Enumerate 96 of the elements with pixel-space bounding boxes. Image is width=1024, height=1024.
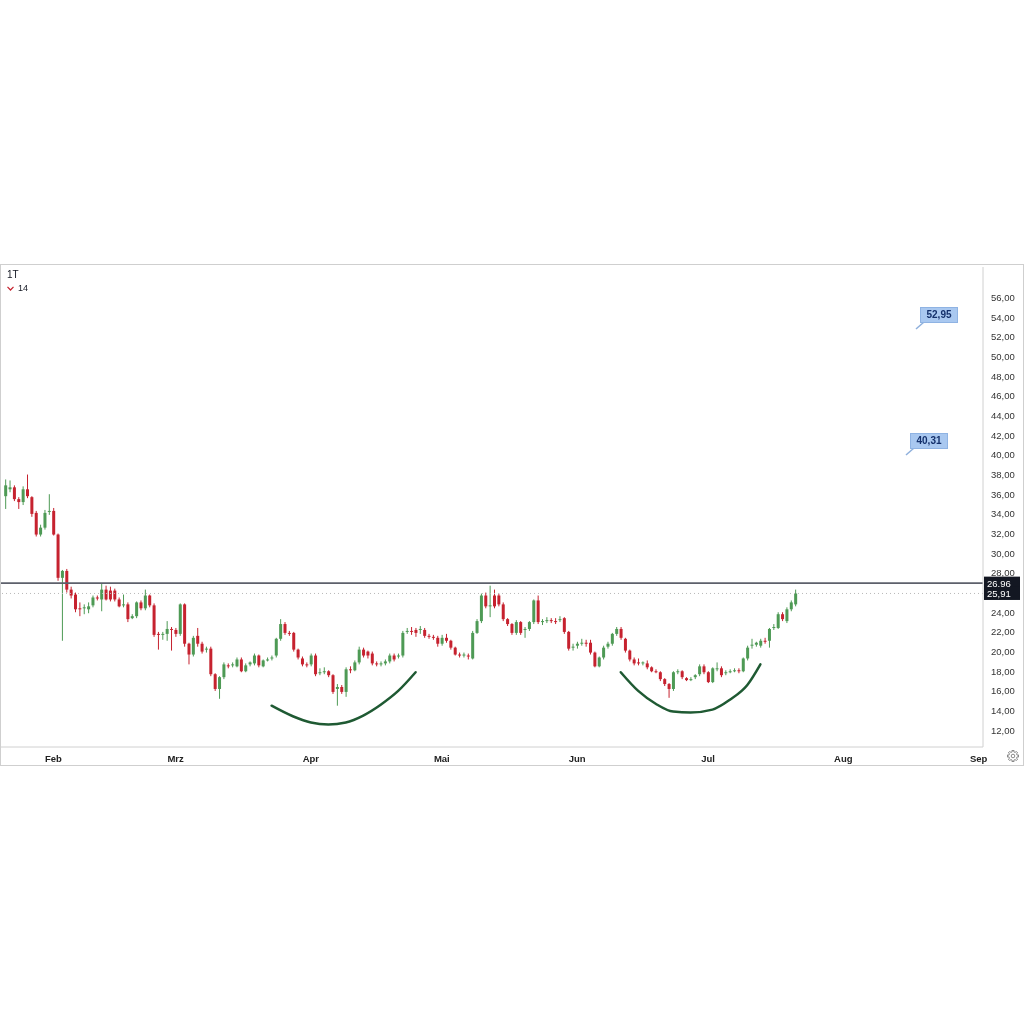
candlestick [8, 479, 12, 493]
candlestick [187, 642, 191, 665]
candlestick [43, 509, 47, 531]
y-tick-label: 28,00 [991, 567, 1015, 579]
candlestick [440, 634, 444, 647]
candlestick [689, 676, 693, 682]
annotation: 40,31 [910, 433, 948, 449]
candlestick [536, 595, 540, 625]
candlestick [641, 660, 645, 666]
x-tick-label: Sep [969, 752, 988, 764]
candlestick [314, 653, 318, 677]
candlestick [767, 627, 771, 649]
x-tick-label: Aug [834, 752, 853, 764]
y-tick-label: 36,00 [991, 488, 1015, 500]
candlestick [292, 631, 296, 653]
candlestick [331, 673, 335, 695]
candlestick [60, 569, 64, 642]
candlestick [126, 601, 130, 623]
line-series [619, 663, 762, 714]
candlestick [318, 667, 322, 676]
candlestick [191, 635, 195, 658]
candlestick [21, 485, 25, 506]
y-tick-label: 20,00 [991, 645, 1015, 657]
candlestick [30, 495, 34, 518]
annotation: 14 [18, 283, 29, 294]
y-tick-label: 46,00 [991, 390, 1015, 402]
candlestick [174, 627, 178, 638]
annotation: 52,95 [920, 307, 958, 323]
candlestick [737, 667, 741, 674]
candlestick [379, 660, 383, 667]
x-tick-label: Mrz [167, 752, 184, 764]
candlestick [671, 670, 675, 692]
candlestick [715, 661, 719, 672]
candlestick [82, 603, 86, 615]
candlestick [52, 507, 56, 537]
candlestick [558, 615, 562, 623]
candlestick [493, 589, 496, 609]
y-tick-label: 30,00 [991, 547, 1015, 559]
candlestick [74, 592, 78, 613]
candlestick [606, 641, 610, 650]
x-tick-label: Feb [44, 752, 63, 764]
candlestick [545, 616, 549, 624]
y-tick-label: 48,00 [991, 370, 1015, 382]
candlestick [170, 626, 174, 652]
candlestick [335, 683, 339, 707]
y-tick-label: 44,00 [991, 409, 1015, 421]
candlestick [47, 493, 51, 516]
candlestick [571, 643, 575, 652]
candlestick [427, 633, 431, 640]
line-series [270, 671, 417, 726]
y-tick-label: 52,00 [991, 331, 1015, 343]
candlestick [763, 637, 767, 645]
candlestick [248, 660, 252, 667]
y-tick-label: 54,00 [991, 311, 1015, 323]
candlestick [218, 675, 222, 700]
y-tick-label: 42,00 [991, 429, 1015, 441]
y-tick-label: 40,00 [991, 449, 1015, 461]
chart-title: 1T [7, 269, 19, 281]
candlestick [34, 510, 38, 538]
candlestick [523, 626, 527, 639]
candlestick [567, 630, 571, 652]
y-tick-label: 34,00 [991, 508, 1015, 520]
y-tick-label: 22,00 [991, 626, 1015, 638]
y-tick-label: 14,00 [991, 704, 1015, 716]
candlestick [4, 478, 8, 510]
y-tick-label: 12,00 [991, 724, 1015, 736]
y-tick-label: 24,00 [991, 606, 1015, 618]
y-tick-label: 16,00 [991, 685, 1015, 697]
y-tick-label: 32,00 [991, 527, 1015, 539]
candlestick [750, 638, 754, 650]
y-tick-label: 56,00 [991, 291, 1015, 303]
candlestick [488, 585, 492, 618]
candlestick [654, 668, 658, 674]
ref-line-label: 26,96 [987, 577, 1011, 589]
y-tick-label: 50,00 [991, 350, 1015, 362]
candlestick [401, 630, 405, 658]
candlestick [274, 637, 278, 658]
candlestick [26, 474, 29, 499]
candlestick [344, 666, 348, 698]
candlestick [143, 589, 147, 611]
candlestick [196, 627, 200, 648]
candlestick [532, 598, 536, 625]
y-tick-label: 18,00 [991, 665, 1015, 677]
x-tick-label: Jul [701, 752, 715, 764]
y-tick-label: 38,00 [991, 468, 1015, 480]
candlestick [414, 627, 418, 638]
candlestick [462, 652, 466, 658]
candlestick [501, 601, 505, 622]
ref-line-label: 25,91 [987, 587, 1011, 599]
candlestick [279, 618, 283, 642]
x-tick-label: Mai [433, 752, 450, 764]
x-tick-label: Apr [302, 752, 320, 764]
x-tick-label: Jun [568, 752, 586, 764]
candlestick [667, 682, 671, 699]
candlestick [165, 620, 169, 642]
candlestick [270, 655, 274, 661]
